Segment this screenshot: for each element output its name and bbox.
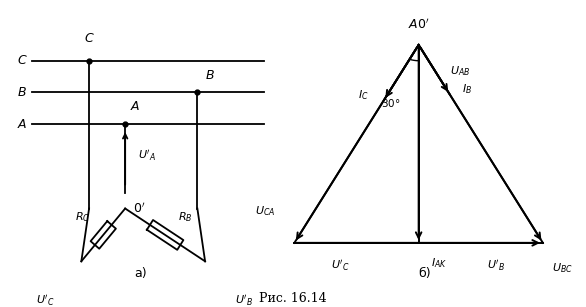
Text: $A0'$: $A0'$ bbox=[408, 17, 430, 32]
Text: $U_{CA}$: $U_{CA}$ bbox=[255, 204, 276, 218]
Text: $R_C$: $R_C$ bbox=[75, 211, 90, 224]
Text: $U_{AB}$: $U_{AB}$ bbox=[449, 64, 470, 78]
Text: $U'_C$: $U'_C$ bbox=[332, 259, 350, 274]
Text: Рис. 16.14: Рис. 16.14 bbox=[259, 293, 327, 305]
Text: $U_{BC}$: $U_{BC}$ bbox=[552, 261, 573, 275]
Text: $U'_A$: $U'_A$ bbox=[138, 148, 156, 163]
Text: $C$: $C$ bbox=[16, 54, 28, 67]
Text: $30°$: $30°$ bbox=[381, 97, 400, 109]
Text: $C$: $C$ bbox=[84, 32, 94, 45]
Text: $A$: $A$ bbox=[17, 118, 27, 130]
Text: $I_{AK}$: $I_{AK}$ bbox=[431, 256, 447, 270]
Text: $0'$: $0'$ bbox=[133, 201, 145, 216]
Text: $R_B$: $R_B$ bbox=[179, 211, 193, 224]
Text: $B$: $B$ bbox=[205, 69, 215, 82]
Text: $I_B$: $I_B$ bbox=[462, 82, 472, 96]
Text: $A$: $A$ bbox=[130, 100, 141, 114]
Text: $I_C$: $I_C$ bbox=[357, 88, 369, 102]
Text: $U'_C$: $U'_C$ bbox=[36, 293, 54, 307]
Text: а): а) bbox=[134, 267, 147, 280]
Text: $U'_B$: $U'_B$ bbox=[487, 259, 505, 274]
Text: $U'_B$: $U'_B$ bbox=[234, 293, 253, 307]
Text: б): б) bbox=[418, 267, 431, 280]
Text: $B$: $B$ bbox=[17, 86, 27, 99]
